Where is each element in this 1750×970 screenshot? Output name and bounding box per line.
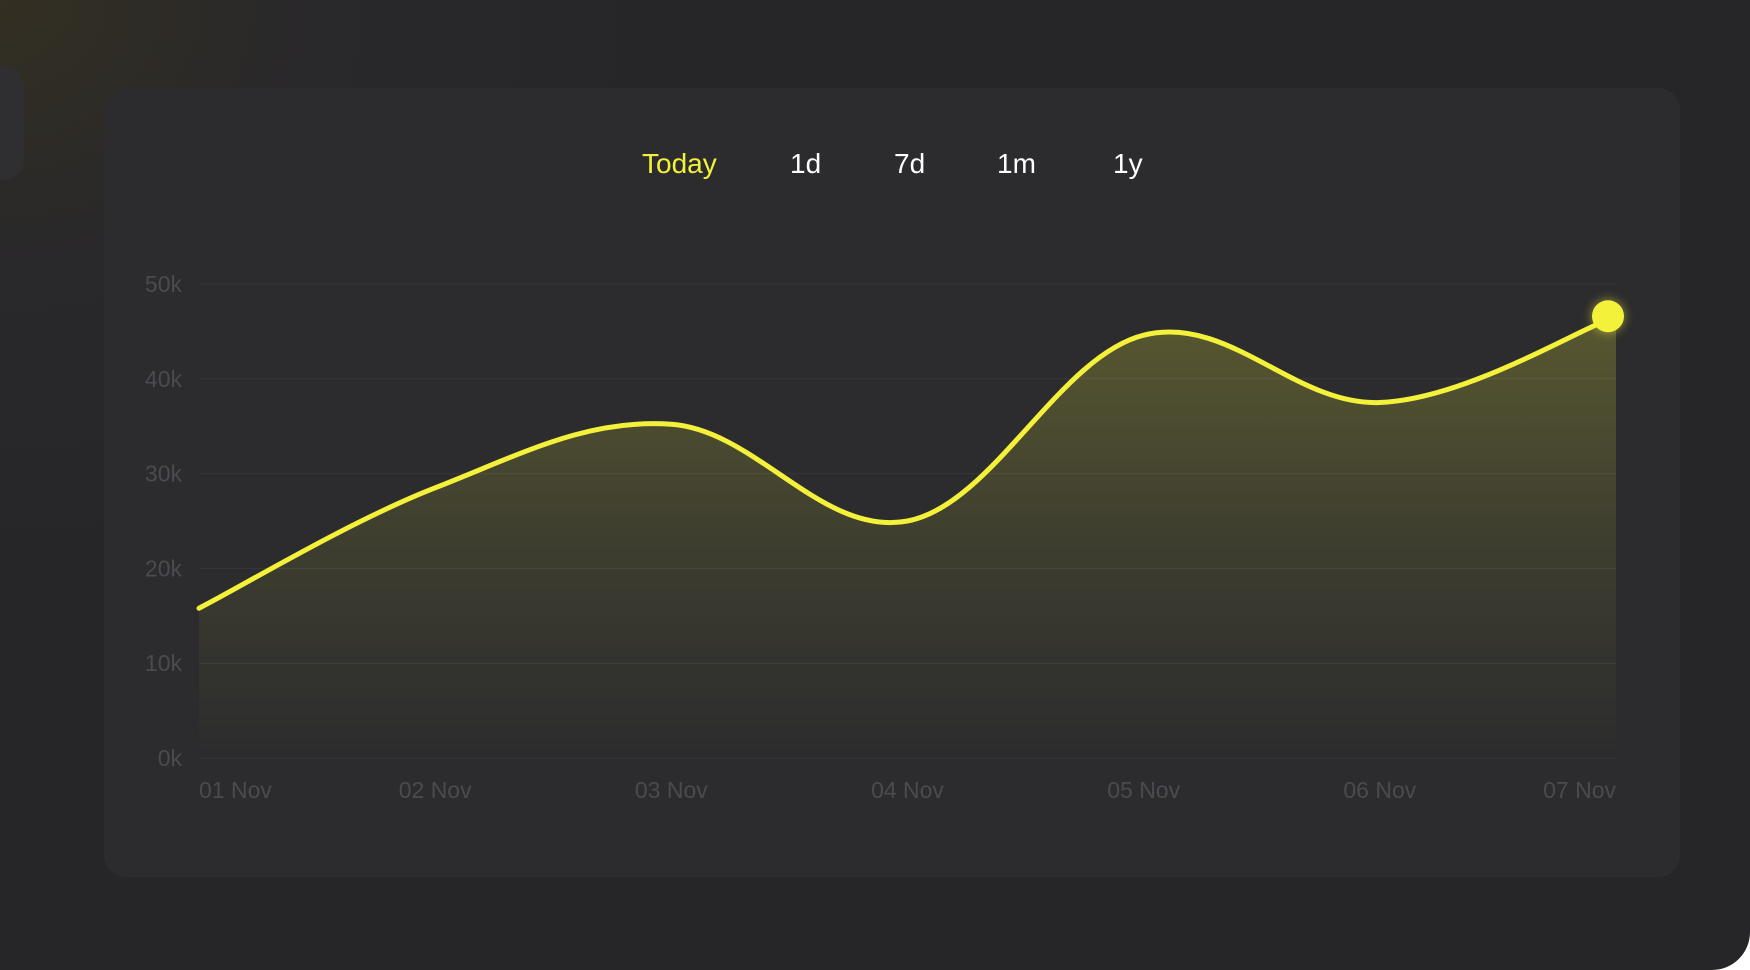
- series-layer: [185, 300, 1624, 758]
- x-tick-label: 02 Nov: [399, 777, 472, 803]
- x-tick-label: 07 Nov: [1543, 777, 1616, 803]
- y-tick-label: 50k: [145, 271, 183, 297]
- tab-today[interactable]: Today: [642, 148, 717, 179]
- tab-1m[interactable]: 1m: [997, 148, 1036, 179]
- data-point-06-nov[interactable]: [1366, 389, 1394, 417]
- highlight-point[interactable]: [1592, 300, 1624, 333]
- chart: 0k 10k 20k 30k 40k 50k 01 Nov 02 Nov 03 Nov 04 N…: [145, 271, 1624, 803]
- tab-7d[interactable]: 7d: [894, 148, 926, 179]
- y-tick-label: 30k: [145, 461, 183, 487]
- chart-card: 0k 10k 20k 30k 40k 50k 01 Nov 02 Nov 03 Nov 04 N…: [104, 88, 1680, 877]
- series-line: [196, 313, 1619, 611]
- data-point-05-nov[interactable]: [1130, 321, 1158, 349]
- x-tick-label: 03 Nov: [635, 777, 708, 803]
- x-tick-label: 05 Nov: [1107, 777, 1180, 803]
- y-tick-label: 40k: [145, 366, 183, 392]
- y-tick-label: 20k: [145, 555, 183, 581]
- data-point-04-nov[interactable]: [894, 507, 922, 535]
- data-point-02-nov[interactable]: [421, 474, 449, 502]
- time-range-tabs: Today 1d 7d 1m 1y: [104, 148, 1680, 188]
- y-tick-label: 0k: [158, 745, 183, 771]
- y-tick-label: 10k: [145, 650, 183, 676]
- tab-1d[interactable]: 1d: [790, 148, 822, 179]
- x-tick-label: 04 Nov: [871, 777, 944, 803]
- series-area: [199, 316, 1616, 758]
- tab-1y[interactable]: 1y: [1113, 148, 1143, 179]
- y-axis: 0k 10k 20k 30k 40k 50k: [145, 271, 183, 771]
- x-tick-label: 06 Nov: [1343, 777, 1416, 803]
- x-axis: 01 Nov 02 Nov 03 Nov 04 Nov 05 Nov 06 Nov 07 N…: [199, 777, 1616, 803]
- x-tick-label: 01 Nov: [199, 777, 272, 803]
- side-panel-fragment[interactable]: [0, 66, 24, 180]
- data-point-03-nov[interactable]: [657, 410, 685, 438]
- data-point-01-nov[interactable]: [185, 594, 213, 622]
